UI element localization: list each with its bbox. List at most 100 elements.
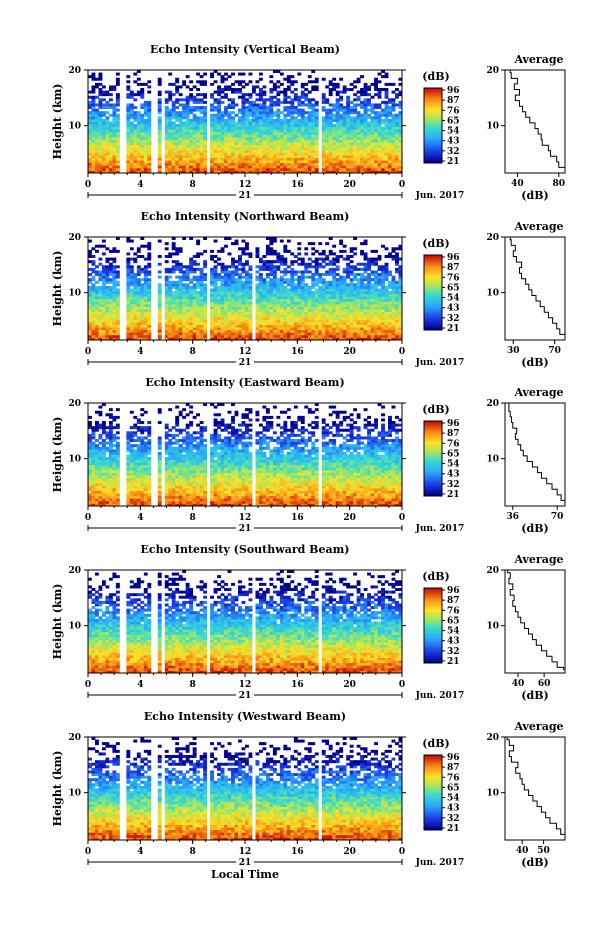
y-axis-label: Height (km) <box>51 84 64 160</box>
profile-x-tick-label: 70 <box>548 346 561 356</box>
day-label: 21 <box>239 858 252 868</box>
colorbar-frame <box>423 754 443 831</box>
panel-title: Echo Intensity (Eastward Beam) <box>145 376 344 389</box>
x-tick-label: 0 <box>85 847 91 857</box>
profile-title: Average <box>513 386 563 399</box>
profile-x-tick-label: 30 <box>507 346 520 356</box>
colorbar-tick-label: 87 <box>447 96 460 106</box>
x-tick-label: 12 <box>239 180 252 190</box>
profile-y-tick-label: 20 <box>486 66 499 76</box>
colorbar-tick-label: 76 <box>447 273 460 283</box>
day-label: 21 <box>239 191 252 201</box>
colorbar-tick-label: 87 <box>447 763 460 773</box>
profile-x-tick-label: 40 <box>512 679 525 689</box>
colorbar-frame <box>423 587 443 664</box>
colorbar-tick-label: 43 <box>447 637 460 647</box>
y-tick-label: 10 <box>68 455 81 465</box>
colorbar-tick-label: 43 <box>447 137 460 147</box>
colorbar-tick-label: 21 <box>447 157 460 167</box>
x-tick-label: 0 <box>399 180 405 190</box>
colorbar-gradient <box>424 588 442 664</box>
y-tick-label: 10 <box>68 622 81 632</box>
x-tick-label: 12 <box>239 680 252 690</box>
colorbar-tick-label: 43 <box>447 470 460 480</box>
colorbar-tick-label: 54 <box>447 794 460 804</box>
colorbar-tick-label: 43 <box>447 304 460 314</box>
profile-line <box>506 737 566 838</box>
x-axis-label: Local Time <box>211 868 279 881</box>
profile-x-tick-label: 50 <box>537 846 550 856</box>
x-tick-label: 0 <box>399 847 405 857</box>
profile-y-tick-label: 20 <box>486 399 499 409</box>
y-tick-label: 10 <box>68 789 81 799</box>
profile-x-label: (dB) <box>521 189 548 202</box>
colorbar-tick-label: 87 <box>447 596 460 606</box>
profile-title: Average <box>513 53 563 66</box>
panel-0: Echo Intensity (Vertical Beam) 10 20 Height… <box>51 43 566 202</box>
colorbar-frame <box>423 87 443 164</box>
panel-title: Echo Intensity (Northward Beam) <box>141 210 350 223</box>
colorbar-gradient <box>424 88 442 164</box>
x-tick-label: 20 <box>343 847 356 857</box>
colorbar-label: (dB) <box>422 237 449 250</box>
colorbar-tick-label: 32 <box>447 647 460 657</box>
colorbar-tick-label: 32 <box>447 814 460 824</box>
profile-x-tick-label: 36 <box>507 512 520 522</box>
x-tick-label: 16 <box>291 347 304 357</box>
panel-title: Echo Intensity (Westward Beam) <box>144 710 346 723</box>
x-tick-label: 20 <box>343 680 356 690</box>
colorbar-tick-label: 21 <box>447 824 460 834</box>
colorbar-tick-label: 21 <box>447 657 460 667</box>
colorbar-tick-label: 96 <box>447 419 460 429</box>
colorbar-tick-label: 96 <box>447 86 460 96</box>
profile-y-tick-label: 10 <box>486 622 499 632</box>
colorbar-tick-label: 76 <box>447 439 460 449</box>
day-label: 21 <box>239 358 252 368</box>
y-axis-label: Height (km) <box>51 417 64 493</box>
y-tick-label: 10 <box>68 289 81 299</box>
y-tick-label: 20 <box>68 399 81 409</box>
profile-x-label: (dB) <box>521 356 548 369</box>
profile-y-tick-label: 20 <box>486 233 499 243</box>
date-label: Jun. 2017 <box>415 858 465 868</box>
date-label: Jun. 2017 <box>415 524 465 534</box>
panel-3: Echo Intensity (Southward Beam) 10 20 Heigh… <box>51 543 566 702</box>
colorbar-label: (dB) <box>422 403 449 416</box>
colorbar-tick-label: 87 <box>447 263 460 273</box>
profile-title: Average <box>513 553 563 566</box>
y-axis-label: Height (km) <box>51 751 64 827</box>
heatmap-cells <box>88 403 403 507</box>
colorbar-tick-label: 96 <box>447 586 460 596</box>
x-tick-label: 20 <box>343 347 356 357</box>
x-tick-label: 16 <box>291 847 304 857</box>
heatmap-cells <box>88 570 403 674</box>
panel-title: Echo Intensity (Vertical Beam) <box>150 43 340 56</box>
x-tick-label: 0 <box>399 680 405 690</box>
colorbar-tick-label: 96 <box>447 253 460 263</box>
colorbar-tick-label: 54 <box>447 460 460 470</box>
profile-frame <box>504 569 566 674</box>
colorbar-tick-label: 54 <box>447 294 460 304</box>
date-label: Jun. 2017 <box>415 691 465 701</box>
profile-y-tick-label: 10 <box>486 455 499 465</box>
profile-x-tick-label: 80 <box>553 179 566 189</box>
colorbar-tick-label: 54 <box>447 127 460 137</box>
panel-2: Echo Intensity (Eastward Beam) 10 20 Height… <box>51 376 566 535</box>
colorbar-label: (dB) <box>422 70 449 83</box>
colorbar-tick-label: 65 <box>447 783 460 793</box>
heatmap-cells <box>88 237 403 341</box>
profile-x-label: (dB) <box>521 689 548 702</box>
x-tick-label: 16 <box>291 513 304 523</box>
panel-4: Echo Intensity (Westward Beam) 10 20 Height… <box>51 710 566 869</box>
x-tick-label: 0 <box>85 180 91 190</box>
day-label: 21 <box>239 691 252 701</box>
profile-y-tick-label: 10 <box>486 122 499 132</box>
heatmap-cells <box>88 737 403 841</box>
profile-frame <box>504 402 566 507</box>
x-tick-label: 0 <box>85 513 91 523</box>
x-tick-label: 0 <box>399 347 405 357</box>
y-axis-label: Height (km) <box>51 251 64 327</box>
colorbar-gradient <box>424 255 442 331</box>
colorbar-tick-label: 87 <box>447 429 460 439</box>
colorbar-tick-label: 21 <box>447 324 460 334</box>
